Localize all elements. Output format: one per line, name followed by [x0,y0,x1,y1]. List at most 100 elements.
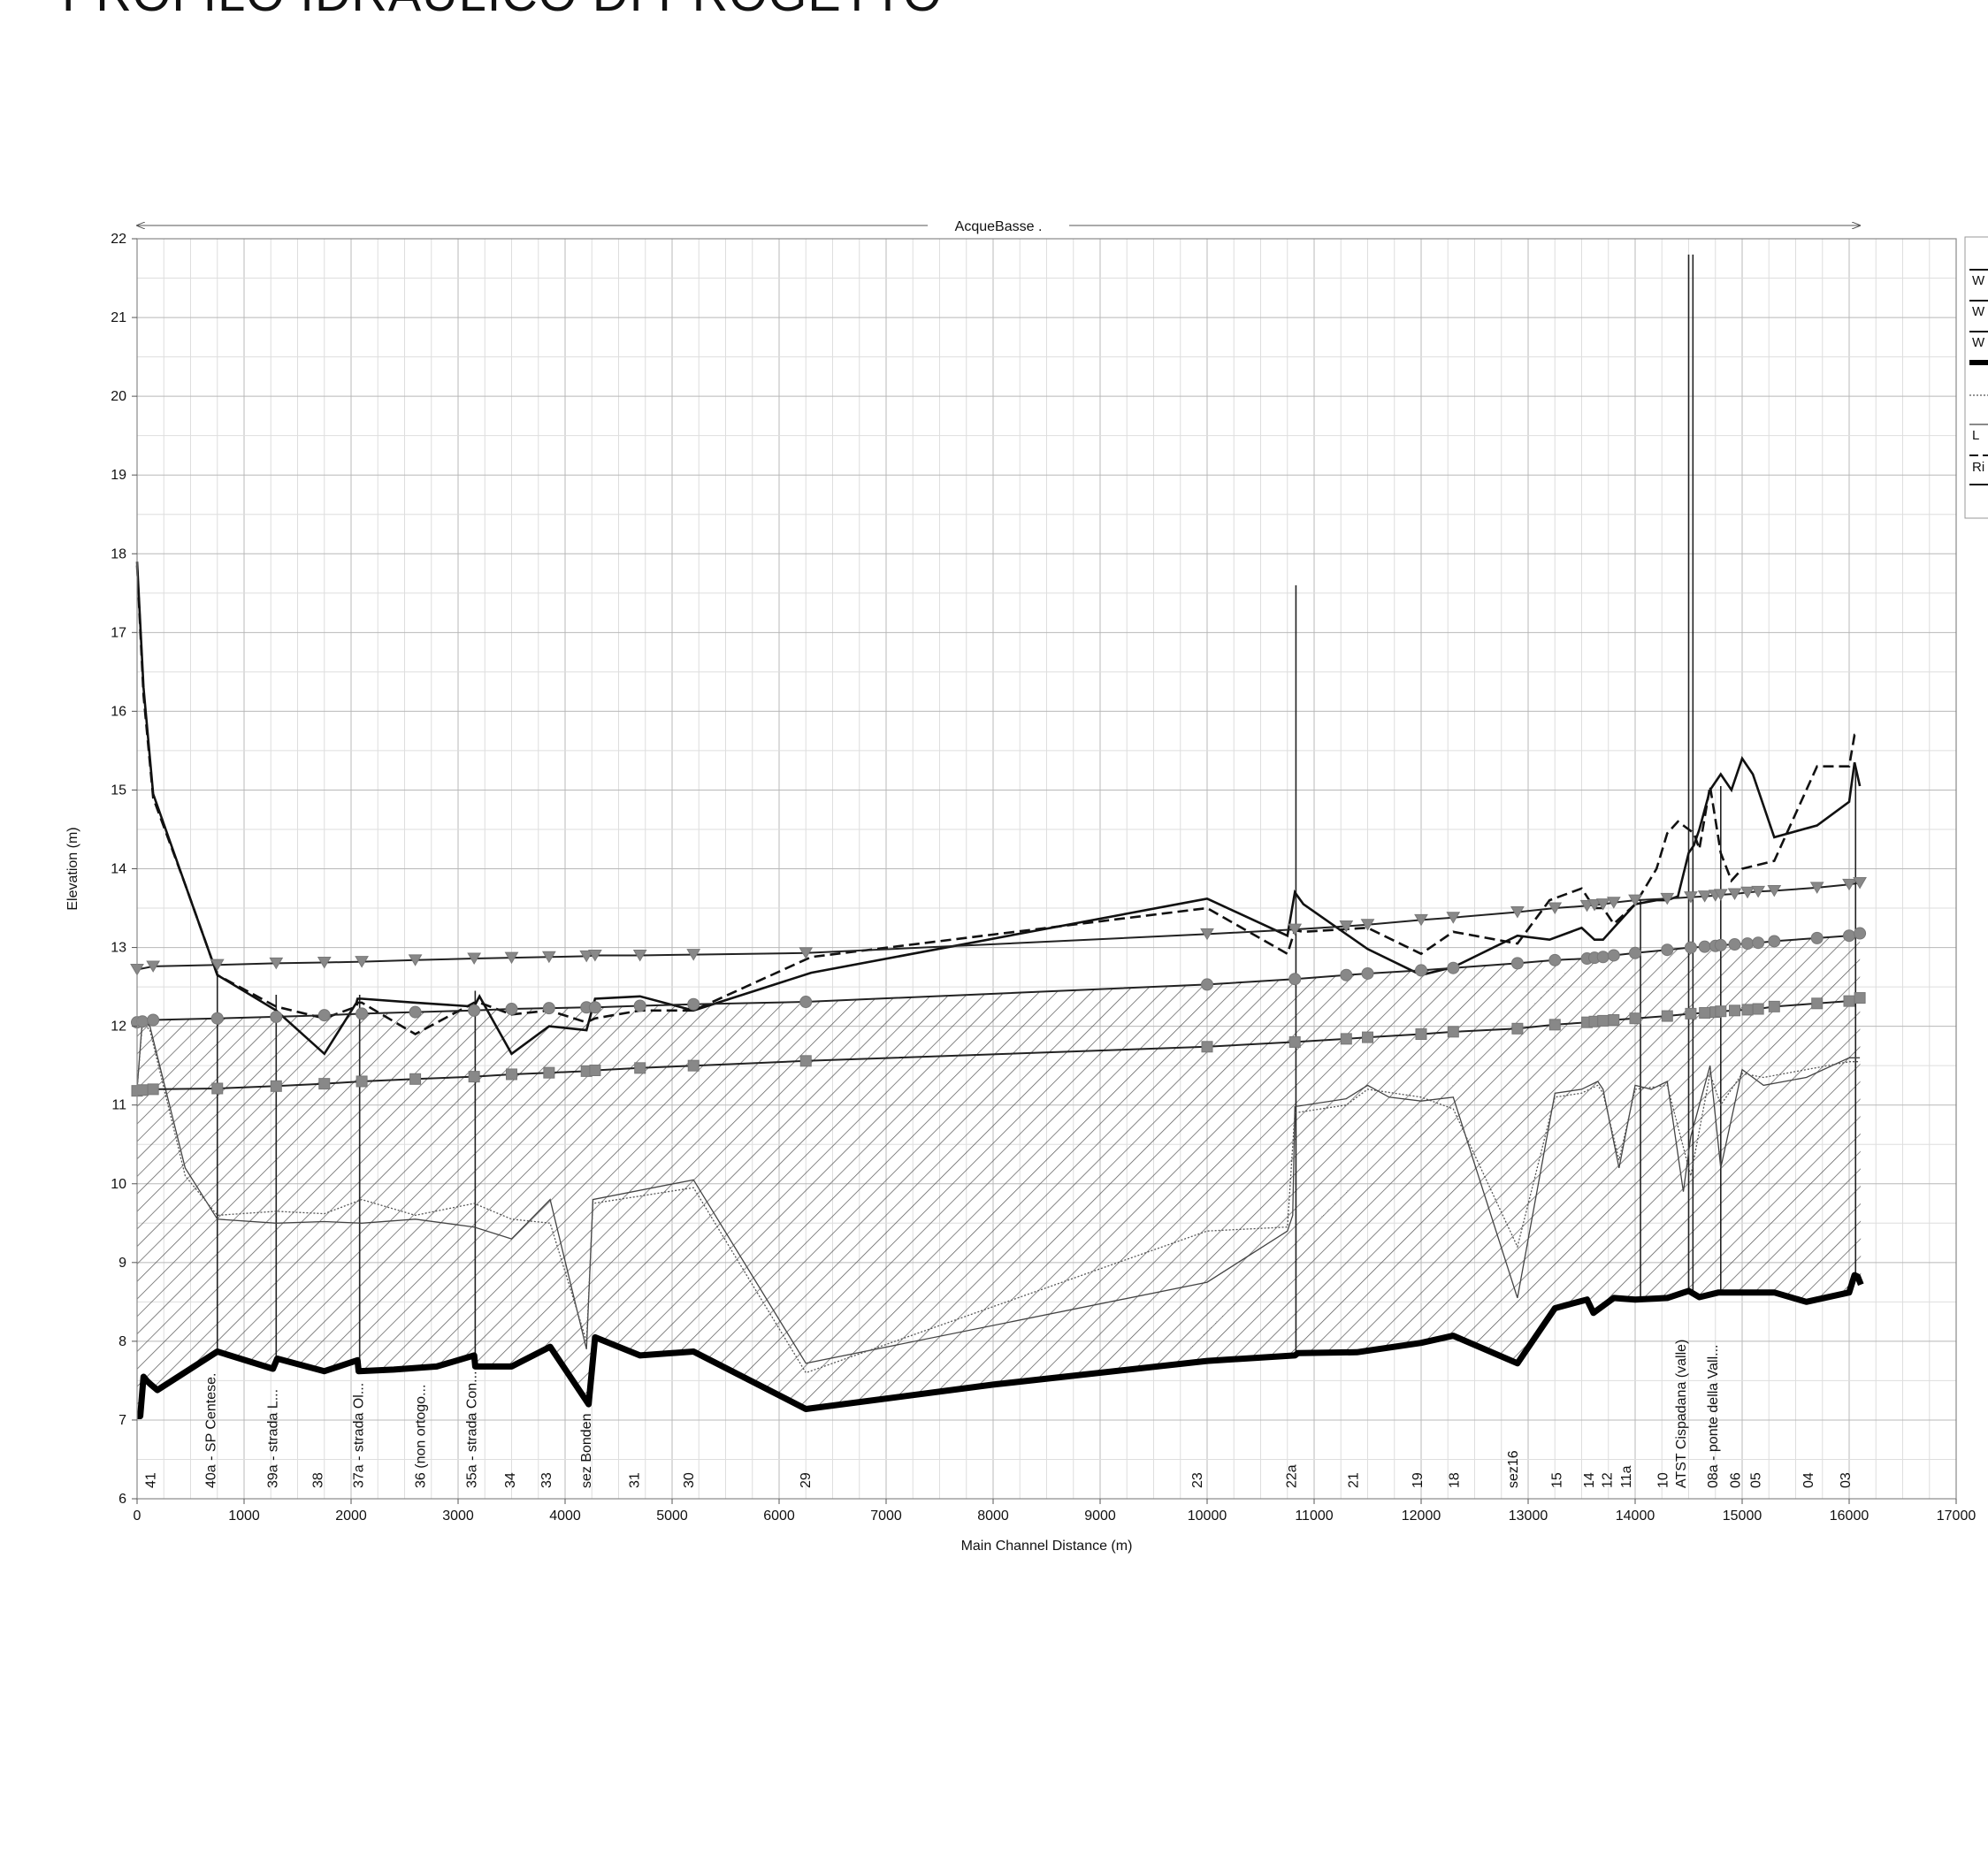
section-labels: 41 40a - SP Centese. 39a - strada L... 38 37… [144,1340,1854,1488]
x-tick-label: 16000 [1830,1508,1869,1524]
cross-section-label: 38 [310,1472,325,1488]
marker-circle [633,999,646,1012]
marker-circle [468,1004,481,1017]
marker-circle [1510,957,1524,970]
marker-triangle [588,949,602,962]
cross-section-label: 19 [1411,1472,1426,1488]
marker-circle [317,1009,331,1022]
cross-section-label: 29 [799,1472,814,1488]
marker-triangle [1697,890,1712,903]
series-line-water-surface-1 [136,882,1861,971]
x-tick-label: 0 [134,1508,141,1524]
marker-square [1843,995,1855,1007]
marker-triangle [1842,878,1856,891]
marker-triangle [579,950,594,963]
marker-triangle [504,951,519,965]
marker-circle [1607,949,1620,962]
y-tick-label: 17 [111,625,126,640]
y-tick-label: 9 [119,1256,126,1271]
marker-triangle [1587,898,1602,912]
marker-circle [1698,940,1711,953]
series-line-right-bank [136,1020,1861,1374]
marker-square [136,1084,149,1096]
cross-section-label: 03 [1839,1472,1854,1488]
y-tick-label: 11 [111,1098,126,1113]
x-tick-label: 4000 [549,1508,581,1524]
marker-square [799,1055,812,1067]
legend-entry-label: L [1972,428,1979,443]
marker-circle [136,1015,149,1028]
cross-section-label: 18 [1447,1472,1462,1488]
marker-square [409,1073,422,1085]
y-tick-label: 14 [111,862,126,877]
marker-square [1699,1006,1711,1019]
marker-circle [1596,951,1610,964]
marker-circle [799,996,813,1009]
marker-circle [1361,966,1374,980]
cross-section-label: 12 [1600,1472,1615,1488]
marker-triangle [1660,892,1675,905]
marker-circle [1768,935,1781,948]
marker-circle [1415,964,1427,977]
marker-circle [542,1002,555,1015]
x-tick-label: 3000 [442,1508,474,1524]
cross-section-label: 14 [1582,1472,1597,1488]
marker-square [1811,997,1824,1010]
cross-section-label: 39a - strada L... [265,1389,280,1488]
marker-square [356,1075,368,1088]
marker-square [1729,1004,1741,1017]
marker-square [468,1071,480,1083]
marker-circle [588,1001,601,1014]
y-tick-label: 16 [111,704,126,719]
marker-circle [409,1005,422,1019]
water-hatch-area [137,933,1862,1417]
series-markers [130,877,1867,1097]
marker-triangle [1360,919,1375,931]
marker-square [1288,1035,1301,1048]
marker-triangle [146,960,161,973]
cross-section-label: 08a - ponte della Vall... [1706,1345,1721,1488]
marker-square [1685,1007,1697,1020]
cross-section-label: 30 [682,1472,697,1488]
x-tick-label: 7000 [870,1508,902,1524]
marker-square [318,1078,331,1090]
marker-triangle [1727,888,1742,900]
marker-triangle [1446,912,1461,924]
marker-square [1752,1003,1764,1015]
marker-circle [210,1012,224,1025]
legend: W W W L Ri [1964,236,1988,519]
marker-triangle [317,956,332,969]
marker-square [687,1059,700,1072]
x-tick-label: 17000 [1937,1508,1977,1524]
marker-triangle [1751,885,1766,898]
legend-entry-label: W [1972,335,1985,350]
marker-square [1597,1014,1610,1027]
x-tick-label: 13000 [1509,1508,1548,1524]
marker-triangle [1595,898,1610,911]
y-tick-label: 8 [119,1334,126,1349]
series-line-left-bank [136,1017,1861,1364]
cross-section-label: ATST Cispadana (valle) [1674,1340,1689,1488]
y-tick-label: 15 [111,783,126,798]
marker-triangle [1510,905,1525,919]
marker-triangle [355,956,369,968]
cross-section-label: 41 [144,1472,159,1488]
marker-triangle [1740,886,1755,899]
legend-box [1964,236,1988,519]
marker-triangle [1628,894,1642,907]
marker-square [1854,992,1866,1004]
marker-square [1768,1000,1780,1012]
marker-circle [1201,978,1213,991]
marker-square [1201,1041,1213,1053]
marker-triangle [1809,882,1824,894]
marker-square [1447,1026,1459,1038]
marker-triangle [269,957,284,970]
cross-section-label: sez Bonden [579,1413,594,1488]
cross-section-label: 05 [1749,1472,1764,1488]
x-tick-label: 10000 [1188,1508,1227,1524]
marker-triangle [1288,923,1303,936]
legend-entry-label: Ri [1972,460,1984,475]
x-tick-label: 5000 [656,1508,688,1524]
series-line-ground-bed [137,1272,1864,1419]
